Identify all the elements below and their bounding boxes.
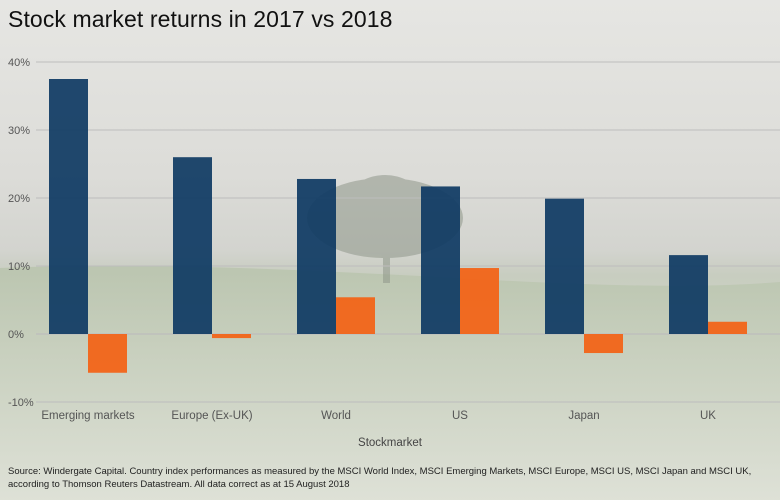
bar-series-1 xyxy=(421,186,460,334)
y-tick-label: 30% xyxy=(8,125,30,137)
y-axis-ticks: 40% 30% 20% 10% 0% -10% xyxy=(8,57,34,409)
x-tick-label: Japan xyxy=(568,410,599,422)
y-tick-label: 20% xyxy=(8,193,30,205)
source-note: Source: Windergate Capital. Country inde… xyxy=(8,466,752,490)
y-tick-label: -10% xyxy=(8,397,34,409)
bar-series-2 xyxy=(336,297,375,334)
bars xyxy=(49,79,747,373)
x-tick-label: World xyxy=(321,410,351,422)
bar-series-2 xyxy=(88,334,127,373)
gridlines xyxy=(36,61,780,403)
bar-series-2 xyxy=(460,268,499,334)
bar-series-2 xyxy=(584,334,623,354)
bar-series-1 xyxy=(669,255,708,334)
bar-series-1 xyxy=(173,157,212,334)
bar-series-1 xyxy=(545,198,584,334)
x-tick-label: Europe (Ex-UK) xyxy=(171,410,252,422)
bar-series-2 xyxy=(708,321,747,334)
x-tick-label: Emerging markets xyxy=(41,410,135,422)
y-tick-label: 10% xyxy=(8,261,30,273)
chart-title: Stock market returns in 2017 vs 2018 xyxy=(8,6,393,32)
x-tick-label: UK xyxy=(700,410,716,422)
x-tick-label: US xyxy=(452,410,468,422)
bar-series-2 xyxy=(212,334,251,339)
x-axis-label: Stockmarket xyxy=(358,437,422,449)
bar-series-1 xyxy=(297,178,336,334)
y-tick-label: 0% xyxy=(8,329,24,341)
x-axis-categories: Emerging markets Europe (Ex-UK) World US Jap… xyxy=(41,410,716,422)
bar-series-1 xyxy=(49,79,88,334)
y-tick-label: 40% xyxy=(8,57,30,69)
